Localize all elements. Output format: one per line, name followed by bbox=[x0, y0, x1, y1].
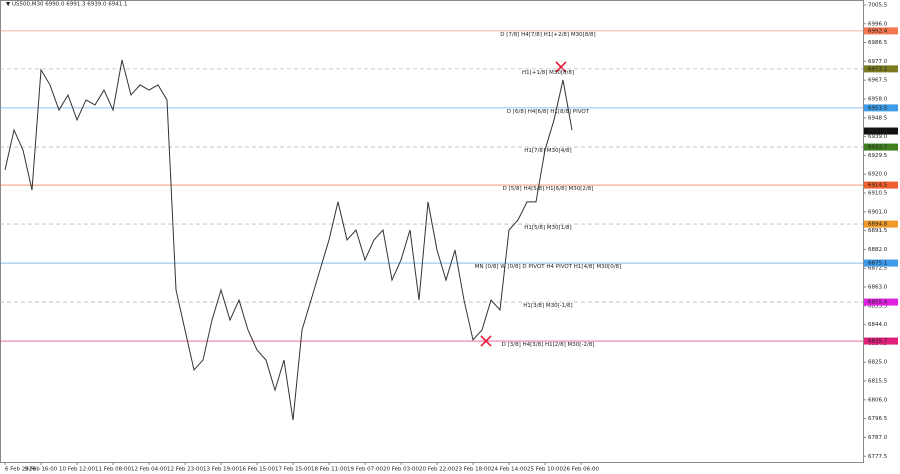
x-tick-label: 25 Feb 10:00 bbox=[527, 467, 564, 473]
x-tick-label: 20 Feb 03:00 bbox=[383, 467, 420, 473]
x-tick-label: 10 Feb 12:00 bbox=[59, 467, 96, 473]
x-tick-label: 18 Feb 11:00 bbox=[311, 467, 348, 473]
price-tag bbox=[864, 220, 898, 228]
price-tag bbox=[864, 259, 898, 267]
x-tick-label: 26 Feb 06:00 bbox=[563, 467, 600, 473]
price-tag-label: 6914.5 bbox=[868, 183, 888, 189]
y-tick-label: 6977.0 bbox=[868, 59, 888, 65]
price-tag-label: 6894.8 bbox=[868, 222, 888, 228]
price-tag-label: 6973.2 bbox=[868, 66, 887, 72]
y-tick-label: 6825.0 bbox=[868, 360, 888, 366]
y-tick-label: 6891.5 bbox=[868, 228, 888, 234]
chart-title: ▼ US500,M30 6990.0 6991.3 6939.0 6941.1 bbox=[6, 2, 127, 8]
x-tick-label: 9 Feb 16:00 bbox=[25, 467, 58, 473]
level-label: MN [0/8] W [0/8] D PIVOT H4 PIVOT H1[4/8… bbox=[475, 264, 621, 270]
x-tick-label: 23 Feb 18:00 bbox=[455, 467, 492, 473]
price-tag bbox=[864, 65, 898, 73]
x-tick-label: 13 Feb 19:00 bbox=[203, 467, 240, 473]
level-label: H1[5/8] M30[1/8] bbox=[524, 225, 571, 231]
y-tick-label: 6986.5 bbox=[868, 40, 888, 46]
y-tick-label: 6958.0 bbox=[868, 96, 888, 102]
level-label: H1[+1/8] M30[8/8] bbox=[522, 70, 574, 76]
x-tick-label: 20 Feb 22:00 bbox=[419, 467, 456, 473]
x-tick-label: 12 Feb 23:00 bbox=[167, 467, 204, 473]
y-tick-label: 6996.0 bbox=[868, 21, 888, 27]
y-tick-label: 6787.0 bbox=[868, 435, 888, 441]
y-tick-label: 6872.5 bbox=[868, 266, 888, 272]
y-tick-label: 6920.0 bbox=[868, 172, 888, 178]
price-tag-label: 6835.7 bbox=[868, 339, 888, 345]
price-tag bbox=[864, 337, 898, 345]
x-tick-label: 6 Feb 2026 bbox=[5, 467, 36, 473]
y-tick-label: 6948.5 bbox=[868, 115, 888, 121]
plot-frame bbox=[0, 0, 864, 463]
y-tick-label: 6806.0 bbox=[868, 397, 888, 403]
level-label: D [3/8] H4[3/8] H1[2/8] M30[-2/8] bbox=[502, 342, 595, 348]
level-label: H1[7/8] M30[4/8] bbox=[524, 148, 571, 154]
y-tick-label: 6863.0 bbox=[868, 285, 888, 291]
price-tag bbox=[864, 181, 898, 189]
price-tag-label: 6992.4 bbox=[868, 28, 888, 34]
y-tick-label: 6815.5 bbox=[868, 379, 888, 385]
price-tag bbox=[864, 143, 898, 151]
current-price-label: 6941.8 bbox=[868, 129, 888, 135]
price-tag bbox=[864, 27, 898, 35]
level-label: D [7/8] H4[7/8] H1[+2/8] M30[8/8] bbox=[500, 32, 595, 38]
current-price-tag bbox=[864, 127, 898, 135]
level-label: H1[3/8] M30[-1/8] bbox=[523, 303, 572, 309]
y-tick-label: 6929.5 bbox=[868, 153, 888, 159]
price-tag-label: 6953.5 bbox=[868, 105, 888, 111]
level-label: D [5/8] H4[5/8] H1[6/8] M30[2/8] bbox=[503, 186, 594, 192]
x-tick-label: 19 Feb 07:00 bbox=[347, 467, 384, 473]
level-label: D [6/8] H4[6/8] H1[8/8] PIVOT bbox=[507, 109, 590, 115]
price-tag-label: 6875.1 bbox=[868, 261, 887, 267]
y-tick-label: 6853.5 bbox=[868, 303, 888, 309]
price-tag bbox=[864, 298, 898, 306]
price-tag-label: 6855.4 bbox=[868, 300, 888, 306]
y-tick-label: 6939.0 bbox=[868, 134, 888, 140]
x-tick-label: 24 Feb 14:00 bbox=[491, 467, 528, 473]
y-tick-label: 6882.0 bbox=[868, 247, 888, 253]
x-tick-label: 16 Feb 15:00 bbox=[239, 467, 276, 473]
y-tick-label: 6967.5 bbox=[868, 78, 888, 84]
y-tick-label: 6796.5 bbox=[868, 416, 888, 422]
y-tick-label: 6910.5 bbox=[868, 190, 888, 196]
y-tick-label: 7005.5 bbox=[868, 2, 888, 8]
price-tag bbox=[864, 104, 898, 112]
y-tick-label: 6777.5 bbox=[868, 454, 888, 460]
price-line bbox=[4, 59, 573, 421]
y-tick-label: 6901.0 bbox=[868, 209, 888, 215]
x-tick-label: 17 Feb 15:00 bbox=[275, 467, 312, 473]
price-tag-label: 6933.7 bbox=[868, 145, 888, 151]
y-tick-label: 6844.0 bbox=[868, 322, 888, 328]
x-tick-label: 11 Feb 08:00 bbox=[95, 467, 132, 473]
x-tick-label: 12 Feb 04:00 bbox=[131, 467, 168, 473]
